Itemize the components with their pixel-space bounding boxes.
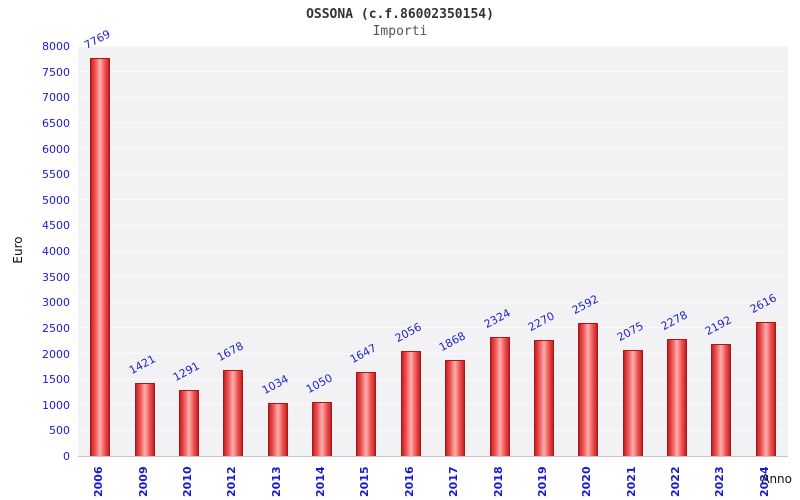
y-tick-label: 2500 <box>42 321 70 335</box>
y-tick-label: 0 <box>63 450 70 463</box>
y-gridline <box>78 353 788 354</box>
bar-value-label: 2075 <box>614 319 646 344</box>
bar <box>267 403 288 456</box>
bar-value-label: 2616 <box>747 291 779 316</box>
bar <box>223 370 244 456</box>
x-tick-label: 2015 <box>358 466 372 497</box>
bar-value-label: 2192 <box>703 313 735 338</box>
bar-value-label: 1647 <box>348 341 380 366</box>
x-axis-label: Anno <box>761 472 792 486</box>
bar <box>667 339 688 456</box>
x-tick-label: 2023 <box>713 466 727 497</box>
y-gridline <box>78 327 788 329</box>
bar <box>533 340 554 456</box>
x-tick-label: 2013 <box>269 466 283 497</box>
x-tick-label: 2020 <box>580 466 594 497</box>
bar <box>356 372 377 456</box>
y-gridline <box>78 276 788 278</box>
y-tick-label: 7500 <box>42 65 70 79</box>
bar-value-label: 2056 <box>392 320 424 345</box>
y-gridline <box>78 71 788 73</box>
y-gridline <box>78 122 788 124</box>
y-tick-label: 6500 <box>42 116 70 130</box>
bar <box>755 322 776 456</box>
y-gridline <box>78 45 788 47</box>
bar <box>489 337 510 456</box>
bar <box>134 383 155 456</box>
bar <box>178 390 199 456</box>
bar <box>90 58 111 456</box>
bar <box>578 323 599 456</box>
bar <box>622 350 643 456</box>
y-tick-label: 500 <box>49 424 70 438</box>
y-tick-label: 1500 <box>42 373 70 387</box>
x-tick-label: 2021 <box>624 466 638 497</box>
y-gridline <box>78 301 788 303</box>
bar <box>312 402 333 456</box>
y-gridline <box>78 148 788 149</box>
bar <box>400 351 421 456</box>
y-tick-label: 3500 <box>42 270 70 284</box>
y-tick-label: 3000 <box>42 296 70 310</box>
y-gridline <box>78 199 788 201</box>
x-tick-label: 2016 <box>402 466 416 497</box>
y-tick-label: 8000 <box>42 40 70 53</box>
bar-value-label: 2270 <box>525 309 557 334</box>
y-tick-label: 4000 <box>42 245 70 258</box>
y-tick-label: 6000 <box>42 142 70 156</box>
x-tick-label: 2012 <box>225 466 239 497</box>
x-tick-label: 2014 <box>314 466 328 497</box>
bar <box>445 360 466 456</box>
x-tick-label: 2019 <box>535 466 549 497</box>
bar-value-label: 1034 <box>259 372 291 397</box>
x-tick-label: 2022 <box>669 466 683 497</box>
y-tick-label: 1000 <box>42 398 70 412</box>
y-gridline <box>78 224 788 226</box>
y-gridline <box>78 173 788 175</box>
y-gridline <box>78 250 788 252</box>
chart-title: OSSONA (c.f.86002350154) <box>306 7 494 22</box>
bar-value-label: 1868 <box>437 329 468 354</box>
x-tick-label: 2010 <box>180 466 194 497</box>
bar-value-label: 2592 <box>570 292 602 317</box>
y-gridline <box>78 96 788 98</box>
plot-area: 7769 1421 1291 1678 1034 1050 1647 2056 1868 2324… <box>78 27 788 457</box>
chart-subtitle: Importi <box>372 24 428 39</box>
y-gridline <box>78 429 788 431</box>
y-gridline <box>78 378 788 380</box>
x-tick-label: 2006 <box>92 466 106 497</box>
y-tick-label: 2000 <box>42 347 70 361</box>
y-tick-label: 4500 <box>42 219 70 233</box>
bar-value-label: 1678 <box>215 339 247 364</box>
y-tick-label: 7000 <box>42 91 70 105</box>
x-tick-label: 2017 <box>447 466 461 497</box>
bar-value-label: 2278 <box>658 308 690 333</box>
y-tick-label: 5500 <box>42 168 70 182</box>
x-tick-label: 2009 <box>136 466 150 497</box>
bar-value-label: 1291 <box>170 359 202 384</box>
bar-value-label: 1050 <box>303 371 335 396</box>
x-tick-label: 2018 <box>491 466 505 497</box>
y-tick-label: 5000 <box>42 193 70 207</box>
y-gridline <box>78 404 788 406</box>
bar <box>711 344 732 456</box>
bar-value-label: 1421 <box>126 352 158 377</box>
